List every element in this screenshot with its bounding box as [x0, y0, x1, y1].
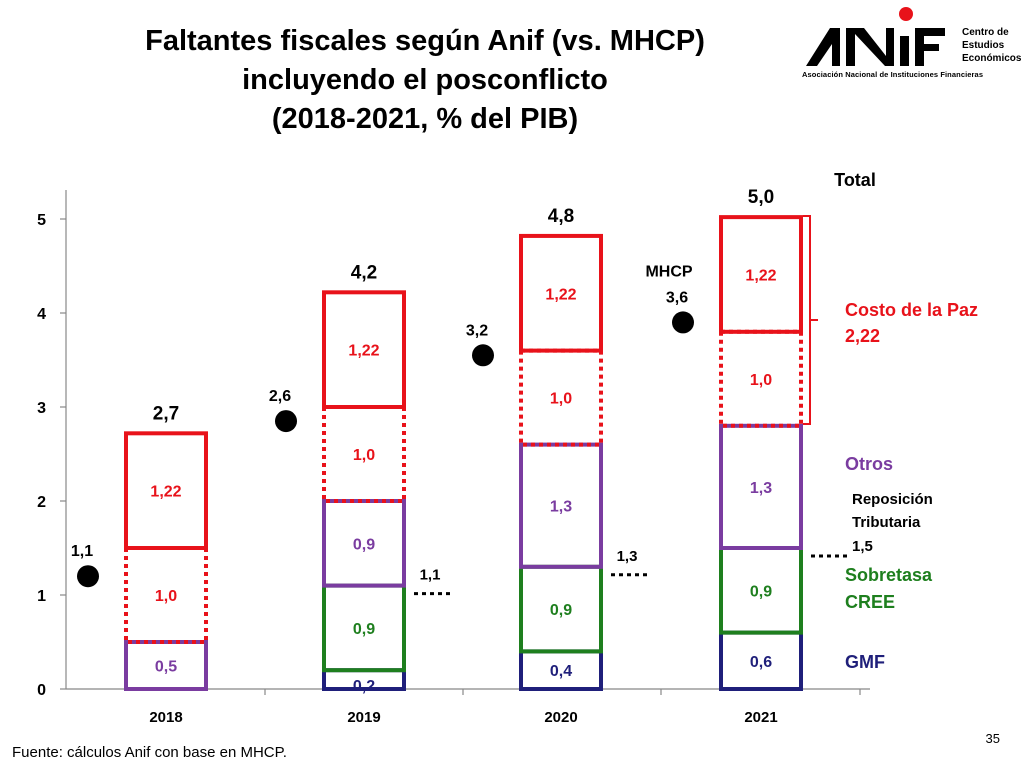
y-tick-label: 0: [37, 682, 46, 699]
segment-label: 1,22: [150, 484, 181, 501]
reposicion-value-label: 1,3: [617, 548, 638, 565]
legend-costo-paz-value: 2,22: [845, 326, 880, 346]
total-label: 5,0: [748, 187, 774, 208]
segment-label: 0,4: [550, 663, 572, 680]
bar-segment-costo_paz: [719, 215, 803, 334]
x-tick-label: 2021: [744, 709, 777, 726]
segment-label: 0,5: [155, 659, 177, 676]
segment-label: 0,9: [353, 536, 375, 553]
mhcp-series-label: MHCP: [645, 263, 692, 280]
logo-center-line: Centro de: [962, 27, 1009, 38]
mhcp-point: [275, 410, 297, 433]
legend-sobretasa: Sobretasa: [845, 565, 933, 585]
title-line-3: (2018-2021, % del PIB): [271, 103, 579, 135]
legend-costo-paz: Costo de la Paz: [845, 300, 978, 320]
logo-center-line: Estudios: [962, 40, 1005, 51]
x-tick-label: 2019: [347, 709, 380, 726]
x-tick-label: 2020: [544, 709, 577, 726]
segment-label: 0,9: [550, 602, 572, 619]
segment-label: 0,6: [750, 654, 772, 671]
source-note: Fuente: cálculos Anif con base en MHCP.: [12, 744, 287, 761]
legend-gmf: GMF: [845, 652, 885, 672]
y-tick-label: 5: [37, 212, 46, 229]
legend-cree: CREE: [845, 592, 895, 612]
costo-paz-bracket: [803, 215, 811, 425]
mhcp-point: [672, 311, 694, 334]
bar-segment-reposicion: [322, 499, 406, 588]
bar-segment-costo_paz: [322, 290, 406, 410]
mhcp-point: [472, 344, 494, 367]
bar-segment-reposicion: [519, 442, 603, 569]
anif-logo: [806, 7, 945, 66]
segment-label: 1,0: [353, 447, 375, 464]
legend-tributaria: Tributaria: [852, 514, 921, 531]
page-number: 35: [985, 731, 1000, 746]
bar-segment-reposicion: [124, 640, 208, 691]
y-tick-label: 4: [37, 306, 46, 323]
segment-label: 1,0: [550, 391, 572, 408]
logo-tagline: Asociación Nacional de Instituciones Fin…: [802, 70, 984, 79]
segment-label: 1,22: [745, 267, 776, 284]
reposicion-value-label: 1,1: [420, 567, 441, 584]
legend-reposicion: Reposición: [852, 491, 933, 508]
segment-label: 1,22: [348, 343, 379, 360]
segment-label: 1,0: [750, 372, 772, 389]
legend-otros: Otros: [845, 454, 893, 474]
total-label: 4,8: [548, 206, 574, 227]
y-tick-label: 2: [37, 494, 46, 511]
title-line-2: incluyendo el posconflicto: [242, 64, 608, 96]
segment-label: 1,3: [550, 499, 572, 516]
bar-segment-reposicion: [719, 423, 803, 550]
legend-reposicion-value: 1,5: [852, 538, 873, 555]
segment-label: 0,9: [750, 583, 772, 600]
legend-total: Total: [834, 170, 876, 190]
x-tick-label: 2018: [149, 709, 182, 726]
y-tick-label: 3: [37, 400, 46, 417]
chart-title: Faltantes fiscales según Anif (vs. MHCP)…: [60, 22, 790, 139]
segment-label: 0,9: [353, 621, 375, 638]
mhcp-value-label: 3,2: [466, 322, 488, 339]
logo-center-line: Económicos: [962, 53, 1022, 64]
logo-center-text: Centro de Estudios Económicos: [962, 26, 1021, 65]
bar-segment-costo_paz: [519, 233, 603, 353]
segment-label: 1,3: [750, 480, 772, 497]
total-label: 2,7: [153, 403, 179, 424]
mhcp-point: [77, 565, 99, 588]
segment-label: 1,0: [155, 588, 177, 605]
bar-segment-costo_paz: [124, 431, 208, 551]
mhcp-value-label: 3,6: [666, 289, 688, 306]
total-label: 4,2: [351, 262, 377, 283]
segment-label: 0,2: [353, 678, 375, 695]
mhcp-value-label: 2,6: [269, 388, 291, 405]
y-tick-label: 1: [37, 588, 46, 605]
segment-label: 1,22: [545, 286, 576, 303]
title-line-1: Faltantes fiscales según Anif (vs. MHCP): [145, 25, 705, 57]
logo-red-dot: [899, 7, 913, 21]
mhcp-value-label: 1,1: [71, 543, 93, 560]
